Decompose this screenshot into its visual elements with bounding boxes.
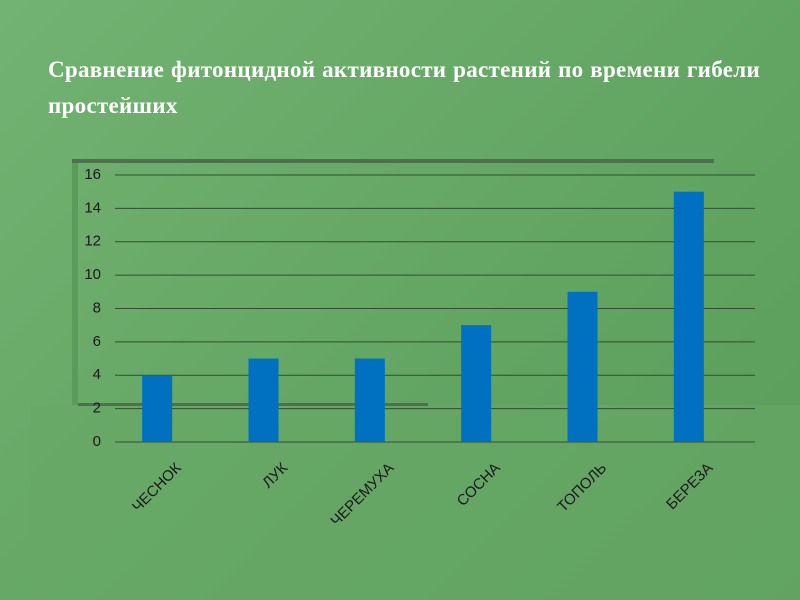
bar: [354, 358, 385, 442]
decor-line: [72, 159, 714, 163]
y-tick-label: 6: [93, 333, 101, 350]
chart-title: Сравнение фитонцидной активности растени…: [48, 57, 760, 118]
bar: [248, 358, 279, 442]
y-tick-label: 4: [93, 366, 101, 383]
bar: [461, 325, 492, 442]
decor-bar: [72, 160, 78, 405]
y-tick-label: 2: [93, 400, 101, 417]
y-tick-label: 14: [84, 199, 101, 216]
y-tick-label: 12: [84, 233, 101, 250]
y-tick-label: 16: [84, 166, 101, 183]
y-tick-label: 8: [93, 299, 101, 316]
y-tick-label: 10: [84, 266, 101, 283]
bar: [142, 375, 173, 442]
y-tick-label: 0: [93, 433, 101, 450]
bar: [567, 291, 598, 442]
bar: [673, 191, 704, 442]
